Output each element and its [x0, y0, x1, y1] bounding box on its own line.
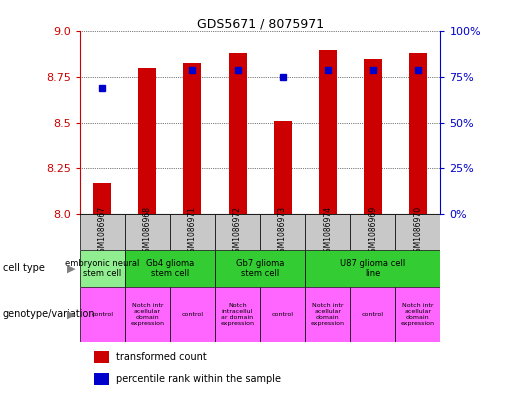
Bar	[396, 214, 440, 250]
Bar	[305, 250, 440, 287]
Text: control: control	[362, 312, 384, 317]
Bar	[94, 351, 109, 363]
Bar	[125, 287, 170, 342]
Bar	[350, 287, 396, 342]
Text: GSM1086967: GSM1086967	[98, 206, 107, 257]
Bar	[170, 214, 215, 250]
Text: transformed count: transformed count	[116, 352, 207, 362]
Text: GSM1086970: GSM1086970	[414, 206, 422, 257]
Bar	[80, 250, 125, 287]
Text: GSM1086968: GSM1086968	[143, 206, 152, 257]
Bar	[125, 214, 170, 250]
Bar	[80, 287, 125, 342]
Text: GSM1086972: GSM1086972	[233, 206, 242, 257]
Bar	[396, 287, 440, 342]
Bar	[215, 250, 305, 287]
Text: Gb4 glioma
stem cell: Gb4 glioma stem cell	[146, 259, 194, 278]
Title: GDS5671 / 8075971: GDS5671 / 8075971	[197, 17, 323, 30]
Bar	[125, 250, 215, 287]
Bar	[94, 373, 109, 385]
Bar	[350, 214, 396, 250]
Bar	[319, 50, 337, 214]
Bar	[80, 214, 125, 250]
Text: GSM1086974: GSM1086974	[323, 206, 332, 257]
Bar	[215, 287, 260, 342]
Text: GSM1086973: GSM1086973	[278, 206, 287, 257]
Bar	[139, 68, 157, 214]
Text: Notch intr
acellular
domain
expression: Notch intr acellular domain expression	[401, 303, 435, 325]
Bar	[260, 214, 305, 250]
Text: Notch intr
acellular
domain
expression: Notch intr acellular domain expression	[311, 303, 345, 325]
Text: embryonic neural
stem cell: embryonic neural stem cell	[65, 259, 140, 278]
Text: control: control	[271, 312, 294, 317]
Text: Notch
intracellul
ar domain
expression: Notch intracellul ar domain expression	[220, 303, 254, 325]
Text: U87 glioma cell
line: U87 glioma cell line	[340, 259, 405, 278]
Bar	[170, 287, 215, 342]
Text: cell type: cell type	[3, 263, 44, 273]
Text: ▶: ▶	[67, 263, 76, 273]
Bar	[229, 53, 247, 214]
Bar	[305, 287, 350, 342]
Text: GSM1086971: GSM1086971	[188, 206, 197, 257]
Text: genotype/variation: genotype/variation	[3, 309, 95, 320]
Text: Notch intr
acellular
domain
expression: Notch intr acellular domain expression	[130, 303, 164, 325]
Text: ▶: ▶	[67, 309, 76, 320]
Bar	[93, 183, 111, 214]
Bar	[305, 214, 350, 250]
Bar	[183, 62, 201, 214]
Bar	[364, 59, 382, 214]
Bar	[260, 287, 305, 342]
Text: control: control	[91, 312, 113, 317]
Bar	[273, 121, 291, 214]
Text: Gb7 glioma
stem cell: Gb7 glioma stem cell	[236, 259, 284, 278]
Bar	[215, 214, 260, 250]
Text: control: control	[181, 312, 203, 317]
Text: GSM1086969: GSM1086969	[368, 206, 377, 257]
Bar	[409, 53, 427, 214]
Text: percentile rank within the sample: percentile rank within the sample	[116, 374, 281, 384]
